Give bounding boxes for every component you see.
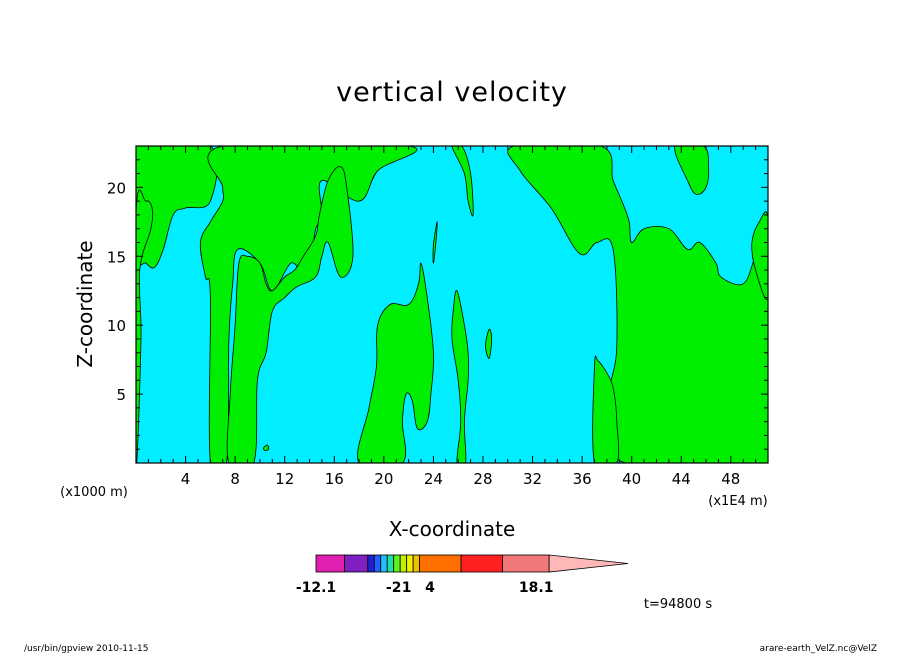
x-tick-label: 28 xyxy=(473,470,492,488)
colorbar-segment xyxy=(412,554,421,573)
x-tick-label: 40 xyxy=(622,470,641,488)
right-main-block xyxy=(507,146,768,463)
plot-frame xyxy=(135,145,769,464)
colorbar-tick-label: -12.1 xyxy=(296,580,336,596)
colorbar-segment xyxy=(344,554,369,573)
y-tick-label: 10 xyxy=(107,317,126,335)
x-axis-label: X-coordinate xyxy=(389,517,516,541)
x-unit-left: (x1000 m) xyxy=(60,485,128,500)
colorbar-segment xyxy=(367,554,375,573)
colorbar-tick-label: 4 xyxy=(425,580,435,596)
colorbar-segment xyxy=(502,554,550,573)
x-tick-label: 36 xyxy=(573,470,592,488)
lower-left-patch xyxy=(226,166,354,463)
footer-left: /usr/bin/gpview 2010-11-15 xyxy=(24,644,148,654)
colorbar-segment xyxy=(380,554,388,573)
colorbar-arrow xyxy=(548,554,629,573)
colorbar-tick-label: 18.1 xyxy=(519,580,554,596)
y-tick-label: 20 xyxy=(107,179,126,197)
time-label: t=94800 s xyxy=(644,597,712,612)
x-tick-label: 4 xyxy=(181,470,191,488)
y-tick-label: 15 xyxy=(107,248,126,266)
footer-right: arare-earth_VelZ.nc@VelZ xyxy=(760,644,877,654)
left-column-lower xyxy=(136,189,154,463)
x-tick-label: 24 xyxy=(424,470,443,488)
contour-regions xyxy=(136,146,768,463)
x-tick-label: 16 xyxy=(325,470,344,488)
colorbar-segment xyxy=(460,554,503,573)
y-tick-label: 5 xyxy=(116,386,126,404)
x-tick-label: 32 xyxy=(523,470,542,488)
colorbar: -12.1 -2 1 4 18.1 xyxy=(296,554,629,596)
x-tick-label: 44 xyxy=(672,470,691,488)
y-axis-label: Z-coordinate xyxy=(73,240,97,367)
small-oval-a xyxy=(485,328,493,359)
chart-title: vertical velocity xyxy=(336,77,568,108)
colorbar-segment xyxy=(399,554,408,573)
x-unit-right: (x1E4 m) xyxy=(708,494,767,509)
x-tick-label: 8 xyxy=(230,470,240,488)
central-spire xyxy=(357,262,434,463)
center-right-thin xyxy=(451,290,470,463)
colorbar-tick-label: -2 xyxy=(386,580,402,596)
x-tick-label: 48 xyxy=(721,470,740,488)
right-edge-strip xyxy=(751,211,768,300)
colorbar-segment xyxy=(406,554,414,573)
colorbar-segment xyxy=(373,554,382,573)
upper-right-wisp xyxy=(674,146,710,195)
small-oval-b xyxy=(432,221,438,264)
inner-right-column xyxy=(592,355,620,463)
colorbar-segment xyxy=(393,554,401,573)
colorbar-segment xyxy=(386,554,395,573)
x-tick-label: 20 xyxy=(374,470,393,488)
colorbar-segment xyxy=(315,554,345,573)
colorbar-tick-label: 1 xyxy=(402,580,412,596)
tiny-blob xyxy=(263,444,270,452)
colorbar-segment xyxy=(419,554,462,573)
upper-center-right xyxy=(451,146,474,217)
x-tick-label: 12 xyxy=(275,470,294,488)
